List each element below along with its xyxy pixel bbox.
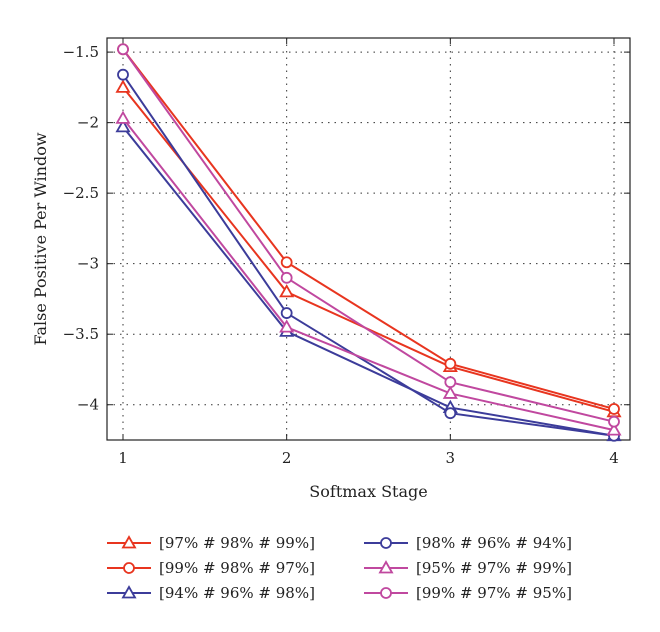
grid-lines	[107, 38, 630, 440]
series-1	[115, 79, 622, 418]
legend-marker-circle	[380, 537, 392, 549]
legend: [97% # 98% # 99%] [99% # 98% # 97%] [94% #…	[107, 534, 572, 602]
x-tick-label: 3	[446, 449, 456, 467]
legend-entry: [99% # 97% # 95%]	[364, 584, 572, 602]
data-point-triangle	[279, 319, 295, 333]
x-tick-label: 4	[609, 449, 619, 467]
legend-entry: [99% # 98% # 97%]	[107, 559, 315, 577]
y-tick-label: −1.5	[63, 43, 99, 61]
series-line	[122, 117, 615, 432]
legend-label: [99% # 97% # 95%]	[416, 584, 572, 602]
legend-marker-triangle	[121, 535, 137, 549]
legend-label: [99% # 98% # 97%]	[159, 559, 315, 577]
legend-entry: [94% # 96% # 98%]	[107, 584, 315, 602]
data-point-circle	[117, 68, 129, 81]
series-2	[117, 43, 620, 415]
legend-label: [95% # 97% # 99%]	[416, 559, 572, 577]
data-point-circle	[444, 407, 457, 420]
y-tick-label: −2	[77, 114, 99, 132]
y-axis-ticks: −1.5 −2 −2.5 −3 −3.5 −4	[63, 43, 630, 414]
legend-entry: [95% # 97% # 99%]	[364, 559, 572, 577]
x-axis-label: Softmax Stage	[309, 482, 427, 501]
legend-label: [97% # 98% # 99%]	[159, 534, 315, 552]
legend-marker-circle	[123, 562, 135, 574]
data-point-circle	[444, 357, 457, 370]
x-tick-label: 1	[118, 449, 128, 467]
data-point-circle	[280, 271, 293, 284]
data-point-triangle	[442, 385, 458, 399]
x-axis-ticks: 1 2 3 4	[118, 38, 619, 467]
series-layer	[115, 43, 622, 442]
legend-entry: [98% # 96% # 94%]	[364, 534, 572, 552]
legend-marker-triangle	[121, 585, 137, 599]
data-point-circle	[444, 376, 457, 389]
legend-entry: [97% # 98% # 99%]	[107, 534, 315, 552]
y-tick-label: −4	[77, 396, 99, 414]
data-point-triangle	[115, 79, 131, 93]
legend-marker-triangle	[378, 560, 394, 574]
legend-label: [98% # 96% # 94%]	[416, 534, 572, 552]
series-4	[117, 68, 620, 442]
y-axis-label: False Positive Per Window	[31, 132, 50, 345]
y-tick-label: −3.5	[63, 325, 99, 343]
series-line	[122, 126, 615, 437]
series-5	[115, 110, 622, 436]
data-point-triangle	[115, 110, 131, 124]
series-line	[122, 48, 615, 423]
series-6	[117, 43, 620, 428]
legend-marker-circle	[380, 587, 392, 599]
data-point-triangle	[115, 119, 131, 133]
y-tick-label: −3	[77, 255, 99, 273]
x-tick-label: 2	[282, 449, 292, 467]
legend-label: [94% # 96% # 98%]	[159, 584, 315, 602]
series-line	[122, 48, 615, 410]
data-point-circle	[117, 43, 129, 56]
plot-area-frame	[106, 37, 631, 441]
data-point-circle	[608, 403, 620, 415]
data-point-circle	[280, 307, 293, 319]
data-point-triangle	[279, 284, 295, 298]
data-point-triangle	[606, 422, 622, 436]
series-line	[122, 74, 615, 437]
y-tick-label: −2.5	[63, 184, 99, 202]
data-point-circle	[280, 256, 293, 269]
data-point-circle	[608, 415, 620, 428]
